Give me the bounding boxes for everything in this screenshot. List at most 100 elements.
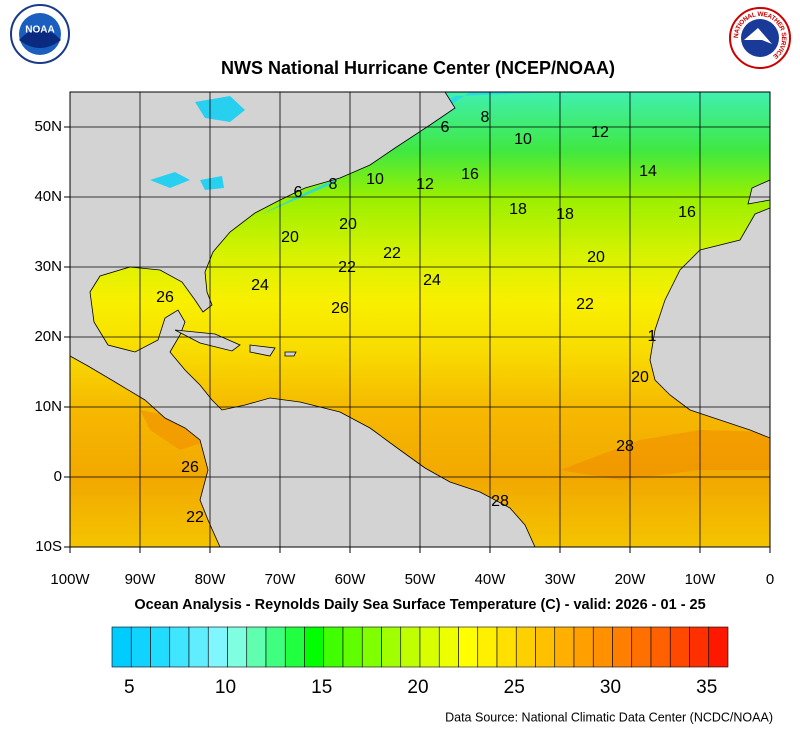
contour-label: 8 [329, 176, 338, 193]
x-tick-label: 0 [766, 571, 774, 588]
y-tick-label: 30N [34, 258, 62, 275]
contour-label: 12 [416, 176, 434, 193]
colorbar-box [477, 626, 498, 668]
source: Data Source: National Climatic Data Cent… [445, 710, 773, 724]
map: 6 8 10 12 14 16 6 8 10 12 16 18 18 20 20 22 22 24 20 24 26 26… [70, 92, 770, 547]
contour-label: 14 [639, 163, 657, 180]
colorbar-box [188, 626, 209, 668]
axis-labels: 100W 90W 80W 70W 60W 50W 40W 30W 20W 10W 0 10S 0 10N 2… [34, 118, 774, 588]
contour-label: 24 [251, 277, 269, 294]
colorbar-box [400, 626, 421, 668]
contour-label: 22 [383, 245, 401, 262]
land-europe [747, 179, 770, 205]
contour-label: 18 [509, 201, 527, 218]
lakes [150, 96, 245, 190]
colorbar-label: 5 [124, 677, 135, 698]
colorbar-box [689, 626, 710, 668]
contour-label: 20 [281, 229, 299, 246]
colorbar-label: 15 [311, 677, 332, 698]
y-tick-label: 20N [34, 328, 62, 345]
contour-label: 6 [441, 119, 450, 136]
subtitle: Ocean Analysis - Reynolds Daily Sea Surf… [134, 597, 705, 613]
colorbar-box [130, 626, 151, 668]
y-tick-label: 40N [34, 188, 62, 205]
contour-label: 26 [331, 300, 349, 317]
contour-label: 6 [294, 184, 303, 201]
colorbar-box [207, 626, 228, 668]
colorbar-label: 30 [600, 677, 621, 698]
contour-label: 8 [481, 109, 490, 126]
x-tick-label: 50W [405, 571, 437, 588]
y-tick-label: 50N [34, 118, 62, 135]
nws-logo: NATIONAL WEATHER SERVICE [729, 7, 791, 69]
colorbar-box [111, 626, 132, 668]
colorbar-box [438, 626, 459, 668]
land-africa [649, 207, 770, 439]
contour-label: 22 [186, 509, 204, 526]
colorbar-box [458, 626, 479, 668]
contour-label: 26 [181, 459, 199, 476]
contour-label: 22 [576, 296, 594, 313]
grid [70, 92, 770, 547]
colorbar-label: 10 [215, 677, 236, 698]
islands [174, 329, 297, 357]
colorbar-label: 35 [696, 677, 717, 698]
x-tick-label: 90W [125, 571, 157, 588]
colorbar-label: 25 [504, 677, 525, 698]
colorbar-box [708, 626, 729, 668]
contour-label: 1 [648, 328, 657, 345]
x-tick-label: 100W [50, 571, 90, 588]
colorbar-box [612, 626, 633, 668]
colorbar-box [361, 626, 382, 668]
colorbar-label: 20 [407, 677, 428, 698]
logo-text: NOAA [25, 25, 54, 36]
x-tick-label: 20W [615, 571, 647, 588]
contour-label: 28 [491, 493, 509, 510]
contour-label: 22 [338, 259, 356, 276]
contour-label: 10 [366, 171, 384, 188]
colorbar-box [515, 626, 536, 668]
contour-labels: 6 8 10 12 14 16 6 8 10 12 16 18 18 20 20 22 22 24 20 24 26 26… [156, 109, 696, 526]
contour-label: 24 [423, 272, 441, 289]
colorbar-box [323, 626, 344, 668]
x-tick-label: 80W [195, 571, 227, 588]
x-tick-label: 30W [545, 571, 577, 588]
colorbar-box [246, 626, 267, 668]
y-tick-label: 0 [54, 468, 62, 485]
contour-label: 20 [631, 369, 649, 386]
colorbar-box [227, 626, 248, 668]
contour-label: 10 [514, 131, 532, 148]
contour-label: 16 [461, 166, 479, 183]
x-tick-label: 10W [685, 571, 717, 588]
colorbar: 5 10 15 20 25 30 35 [111, 626, 729, 698]
contour-label: 18 [556, 206, 574, 223]
contour-label: 16 [678, 204, 696, 221]
warm-pool [560, 430, 770, 480]
colorbar-box [650, 626, 671, 668]
land-americas [70, 92, 536, 547]
x-tick-label: 40W [475, 571, 507, 588]
colorbar-box [554, 626, 575, 668]
colorbar-box [592, 626, 613, 668]
contour-label: 28 [616, 438, 634, 455]
warm-pool [140, 410, 210, 450]
noaa-logo: NOAA [10, 4, 70, 64]
y-tick-label: 10N [34, 398, 62, 415]
colorbar-box [631, 626, 652, 668]
colorbar-box [284, 626, 305, 668]
contour-label: 20 [339, 216, 357, 233]
y-tick-label: 10S [35, 538, 62, 555]
contour-label: 12 [591, 124, 609, 141]
colorbar-box [535, 626, 556, 668]
x-tick-label: 60W [335, 571, 367, 588]
colorbar-box [496, 626, 517, 668]
colorbar-box [150, 626, 171, 668]
contour-label: 20 [587, 249, 605, 266]
colorbar-box [669, 626, 690, 668]
title: NWS National Hurricane Center (NCEP/NOAA… [221, 58, 615, 78]
colorbar-box [381, 626, 402, 668]
colorbar-box [419, 626, 440, 668]
colorbar-box [342, 626, 363, 668]
colorbar-box [304, 626, 325, 668]
